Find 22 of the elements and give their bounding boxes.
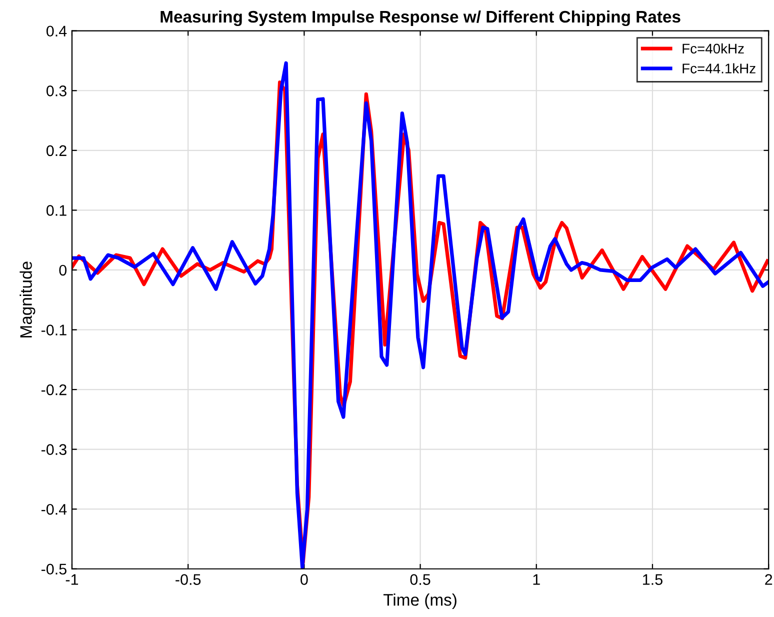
y-tick-label: 0	[59, 264, 67, 276]
x-tick-label: -0.5	[176, 574, 201, 585]
y-tick-label: 0.4	[46, 26, 67, 37]
y-tick-label: -0.5	[41, 564, 66, 575]
y-tick-label: -0.4	[41, 504, 67, 515]
chart-title: Measuring System Impulse Response w/ Different Chipping Rates	[160, 10, 680, 26]
y-tick-label: 0.3	[46, 86, 66, 96]
x-tick-label: 1	[533, 574, 540, 585]
x-tick-label: 2	[765, 574, 772, 585]
legend-label: Fc=44.1kHz	[682, 63, 756, 74]
y-axis-title: Magnitude	[20, 262, 36, 338]
x-axis-title: Time (ms)	[383, 594, 456, 610]
x-tick-label: 0.5	[410, 574, 430, 585]
legend-label: Fc=40kHz	[682, 43, 744, 54]
x-tick-label: -1	[66, 574, 78, 585]
y-tick-label: -0.1	[41, 324, 66, 336]
y-tick-label: -0.2	[41, 384, 66, 396]
y-tick-label: 0.2	[46, 145, 66, 156]
x-tick-label: 1.5	[643, 574, 662, 585]
x-tick-label: 0	[300, 574, 308, 585]
y-tick-label: -0.3	[41, 444, 66, 455]
y-tick-label: 0.1	[46, 205, 66, 216]
